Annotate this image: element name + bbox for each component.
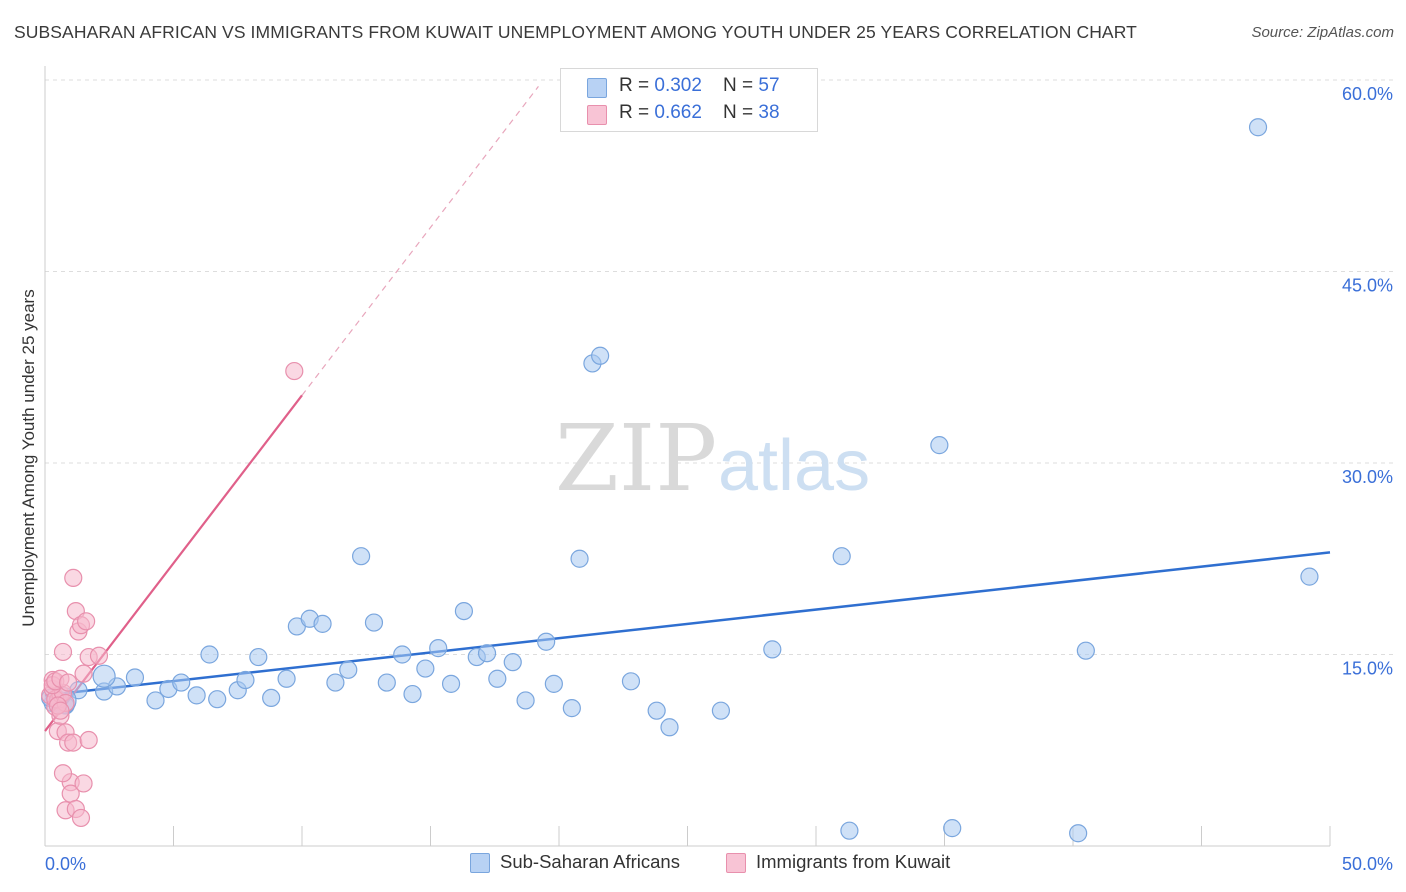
point-subsaharan	[1248, 118, 1268, 137]
point-kuwait	[79, 730, 98, 750]
point-kuwait	[77, 612, 96, 631]
legend-r-label: R =	[619, 102, 655, 123]
point-subsaharan	[832, 547, 851, 566]
point-subsaharan	[92, 664, 116, 688]
point-subsaharan	[711, 701, 731, 720]
legend-n-value: 38	[758, 102, 780, 123]
legend-n-label: N =	[723, 102, 759, 123]
point-subsaharan	[503, 653, 522, 672]
point-subsaharan	[208, 690, 227, 709]
point-subsaharan	[416, 659, 435, 678]
point-subsaharan	[454, 601, 474, 621]
point-subsaharan	[200, 645, 219, 664]
watermark-zip: ZIP	[555, 405, 717, 512]
x-tick-label: 0.0%	[45, 854, 86, 874]
legend-r-value: 0.302	[654, 75, 702, 96]
x-tick-labels: 0.0% 50.0%	[45, 854, 1393, 874]
point-kuwait	[64, 733, 83, 752]
correlation-legend: R = 0.302 N = 57 R = 0.662 N = 38	[560, 68, 818, 132]
point-subsaharan	[621, 672, 641, 691]
point-subsaharan	[591, 346, 610, 365]
point-kuwait	[285, 361, 304, 381]
point-subsaharan	[277, 669, 296, 688]
point-subsaharan	[125, 668, 145, 687]
legend-r-value: 0.662	[654, 102, 702, 123]
y-tick-label: 30.0%	[1342, 467, 1393, 487]
y-tick-label: 45.0%	[1342, 276, 1393, 296]
point-subsaharan	[570, 549, 589, 568]
point-subsaharan	[393, 645, 412, 664]
chart-title: SUBSAHARAN AFRICAN VS IMMIGRANTS FROM KU…	[14, 22, 1137, 42]
point-subsaharan	[262, 688, 281, 708]
point-subsaharan	[537, 632, 556, 651]
point-subsaharan	[544, 674, 563, 693]
point-subsaharan	[763, 640, 782, 659]
legend-label: Sub-Saharan Africans	[500, 851, 680, 872]
point-subsaharan	[488, 669, 507, 688]
point-subsaharan	[403, 684, 422, 704]
y-tick-label: 60.0%	[1342, 84, 1393, 104]
point-subsaharan	[1076, 641, 1095, 660]
point-subsaharan	[943, 819, 962, 838]
point-subsaharan	[516, 691, 535, 710]
point-subsaharan	[429, 639, 448, 658]
point-kuwait	[71, 808, 91, 828]
point-subsaharan	[840, 821, 859, 840]
point-subsaharan	[339, 660, 358, 679]
point-kuwait	[59, 673, 78, 692]
point-kuwait	[53, 642, 73, 662]
y-tick-labels: 15.0% 30.0% 45.0% 60.0%	[1342, 84, 1393, 679]
point-subsaharan	[236, 670, 255, 690]
y-tick-label: 15.0%	[1342, 659, 1393, 679]
point-subsaharan	[477, 644, 497, 663]
point-subsaharan	[249, 647, 268, 667]
legend-n-value: 57	[758, 75, 780, 96]
point-kuwait	[51, 701, 70, 720]
data-points	[41, 118, 1319, 843]
y-axis-label: Unemployment Among Youth under 25 years	[19, 289, 38, 626]
point-subsaharan	[352, 547, 371, 566]
legend-swatch-pink	[587, 105, 607, 125]
x-tick-label: 50.0%	[1342, 854, 1393, 874]
trendline-kuwait-extension	[301, 86, 539, 396]
point-subsaharan	[1069, 824, 1088, 843]
point-subsaharan	[146, 691, 165, 710]
watermark-atlas: atlas	[718, 426, 870, 506]
point-subsaharan	[187, 686, 206, 705]
point-subsaharan	[1300, 567, 1319, 586]
point-kuwait	[53, 764, 73, 783]
point-subsaharan	[660, 718, 679, 737]
trendline-subsaharan	[44, 551, 1331, 697]
point-kuwait	[64, 568, 83, 588]
point-subsaharan	[930, 436, 949, 455]
point-subsaharan	[647, 701, 666, 720]
point-kuwait	[89, 646, 109, 665]
watermark: ZIP atlas	[555, 405, 870, 512]
legend-r-label: R =	[619, 75, 655, 96]
point-subsaharan	[364, 613, 384, 632]
point-subsaharan	[313, 614, 332, 633]
point-subsaharan	[377, 673, 396, 692]
legend-swatch-blue	[470, 853, 490, 873]
point-subsaharan	[172, 673, 191, 692]
source-label: Source: ZipAtlas.com	[1251, 24, 1394, 41]
legend-label: Immigrants from Kuwait	[756, 851, 951, 872]
legend-n-label: N =	[723, 75, 759, 96]
legend-swatch-pink	[726, 853, 746, 873]
point-subsaharan	[441, 674, 461, 693]
point-kuwait	[74, 664, 93, 683]
point-subsaharan	[562, 699, 581, 718]
legend-swatch-blue	[587, 78, 607, 98]
point-subsaharan	[326, 673, 345, 692]
point-kuwait	[74, 774, 93, 793]
